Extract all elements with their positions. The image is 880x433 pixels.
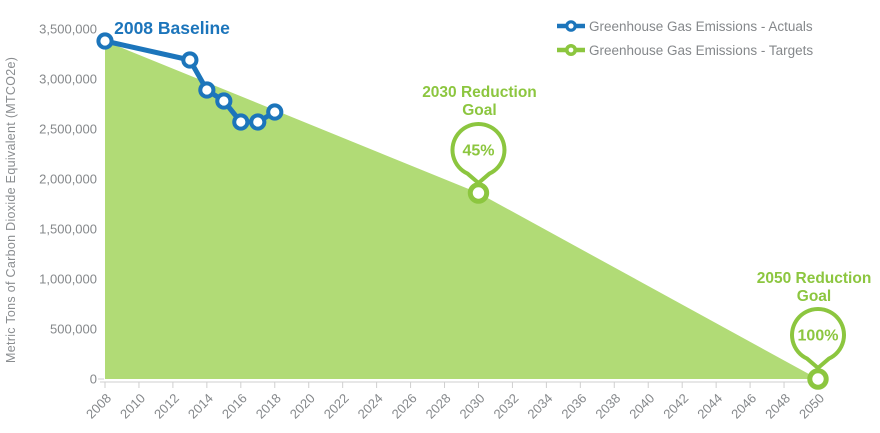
y-tick-label-2000000: 2,000,000 xyxy=(39,172,97,187)
actuals-point-2015 xyxy=(215,92,233,110)
x-tick-label-2020: 2020 xyxy=(287,391,318,422)
x-tick-label-2012: 2012 xyxy=(151,391,182,422)
x-tick-label-2042: 2042 xyxy=(660,391,691,422)
legend-item-targets: Greenhouse Gas Emissions - Targets xyxy=(556,40,813,60)
x-tick-label-2016: 2016 xyxy=(219,391,250,422)
actuals-point-2017 xyxy=(249,113,267,131)
goal2050-badge: 100% xyxy=(798,328,839,345)
legend-label-actuals: Greenhouse Gas Emissions - Actuals xyxy=(589,18,813,34)
goal2050-label-line2: Goal xyxy=(797,288,831,305)
y-tick-label-500000: 500,000 xyxy=(50,322,97,337)
y-tick-label-3500000: 3,500,000 xyxy=(39,22,97,37)
targets-point-2030 xyxy=(467,182,490,204)
x-tick-label-2044: 2044 xyxy=(694,391,725,422)
x-tick-label-2046: 2046 xyxy=(728,391,759,422)
x-tick-label-2024: 2024 xyxy=(355,391,386,422)
y-tick-label-3000000: 3,000,000 xyxy=(39,72,97,87)
baseline-annotation: 2008 Baseline xyxy=(114,18,230,38)
x-tick-label-2038: 2038 xyxy=(592,391,623,422)
targets-point-2050 xyxy=(807,368,829,390)
goal2030-label-line2: Goal xyxy=(462,102,496,119)
goal2030-badge: 45% xyxy=(462,143,494,160)
actuals-line-marker-icon xyxy=(557,20,585,32)
x-tick-label-2040: 2040 xyxy=(626,391,657,422)
x-tick-label-2022: 2022 xyxy=(321,391,352,422)
legend-label-targets: Greenhouse Gas Emissions - Targets xyxy=(589,42,814,58)
legend-item-actuals: Greenhouse Gas Emissions - Actuals xyxy=(556,16,813,36)
legend: Greenhouse Gas Emissions - Actuals Green… xyxy=(556,16,813,60)
x-tick-label-2034: 2034 xyxy=(524,391,555,422)
actuals-point-2018 xyxy=(266,103,284,121)
y-tick-label-0: 0 xyxy=(90,372,97,387)
actuals-point-2008 xyxy=(96,32,114,50)
goal2050-balloon xyxy=(790,307,846,370)
actuals-point-2016 xyxy=(232,113,250,131)
x-tick-label-2010: 2010 xyxy=(117,391,148,422)
x-tick-label-2048: 2048 xyxy=(762,391,793,422)
x-tick-label-2014: 2014 xyxy=(185,391,216,422)
x-tick-label-2032: 2032 xyxy=(490,391,521,422)
x-tick-label-2018: 2018 xyxy=(253,391,284,422)
y-tick-label-2500000: 2,500,000 xyxy=(39,122,97,137)
y-tick-label-1500000: 1,500,000 xyxy=(39,222,97,237)
goal2030-balloon xyxy=(450,122,507,185)
actuals-point-2013 xyxy=(181,51,199,69)
targets-area xyxy=(105,41,818,379)
y-tick-label-1000000: 1,000,000 xyxy=(39,272,97,287)
x-tick-label-2030: 2030 xyxy=(457,391,488,422)
x-tick-label-2026: 2026 xyxy=(389,391,420,422)
x-tick-label-2036: 2036 xyxy=(558,391,589,422)
goal2030-label-line1: 2030 Reduction xyxy=(422,84,537,101)
x-tick-label-2028: 2028 xyxy=(423,391,454,422)
x-tick-label-2050: 2050 xyxy=(796,391,827,422)
actuals-point-2014 xyxy=(198,81,216,99)
goal2050-label-line1: 2050 Reduction xyxy=(757,270,872,287)
x-tick-label-2008: 2008 xyxy=(83,391,114,422)
targets-line-marker-icon xyxy=(557,44,585,56)
